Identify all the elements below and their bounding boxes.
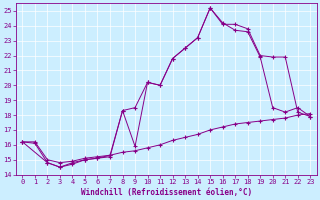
X-axis label: Windchill (Refroidissement éolien,°C): Windchill (Refroidissement éolien,°C)	[81, 188, 252, 197]
